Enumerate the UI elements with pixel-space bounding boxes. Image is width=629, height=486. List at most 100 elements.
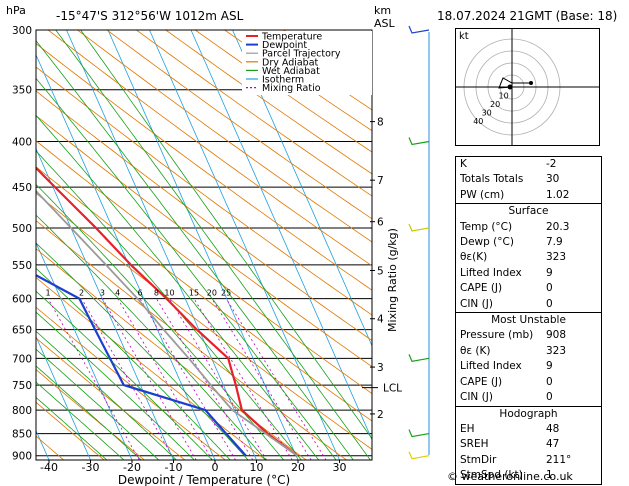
stat-value: 1 [546,469,553,482]
mixing-ratio-line [139,298,236,460]
wet-adiabat [36,396,108,460]
hodograph-ring-label: 40 [473,117,483,126]
legend-entry-label: Wet Adiabat [262,66,320,77]
pressure-unit-label: hPa [6,4,26,17]
wet-adiabat [36,183,285,460]
height-unit-label: km [374,4,391,17]
stat-value: 908 [546,329,567,342]
pressure-tick-label: 450 [12,182,32,194]
temperature-tick-label: 0 [212,461,219,474]
legend-entry-label: Isotherm [262,75,304,86]
legend-entry-label: Parcel Trajectory [262,49,341,60]
stat-value: 323 [546,251,567,264]
stat-label: CAPE (J) [460,375,503,388]
surface-section: Surface Temp (°C) 20.3 Dewp (°C) 7.9 θε(K) 32… [456,203,601,312]
height-unit-sub-label: ASL [374,17,396,30]
stat-value: 47 [546,438,560,451]
dry-adiabat [36,401,105,460]
mixing-ratio-label: 8 [154,289,159,298]
wet-adiabat [36,77,337,460]
stat-value: 323 [546,344,567,357]
isotherm [107,30,299,460]
mixing-ratio-line [193,298,293,460]
isotherm [0,30,8,460]
stat-row: CIN (J) 0 [456,390,601,405]
stat-label: CAPE (J) [460,282,503,295]
wet-adiabat [36,114,320,460]
km-tick-label: 3 [377,362,384,374]
pressure-tick-label: 350 [12,85,32,97]
dry-adiabat [36,66,372,316]
mixing-ratio-line [47,298,140,460]
pressure-tick-label: 900 [12,451,32,463]
mixing-ratio-line [225,298,327,460]
dry-adiabat [36,306,226,460]
mixing-ratio-label: 10 [164,289,174,298]
stat-value: 0 [546,375,553,388]
stat-value: 0 [546,282,553,295]
stat-value: 9 [546,360,553,373]
index-table: K -2 Totals Totals 30 PW (cm) 1.02 Surface … [455,156,602,485]
hodograph-section: Hodograph EH 48 SREH 47 StmDir 211° StmSpd (kt… [456,405,601,484]
pressure-tick-label: 300 [12,25,32,37]
km-tick-label: 8 [377,117,384,129]
mixing-ratio-line [169,298,267,460]
wet-adiabat [80,30,372,440]
mixing-ratio-line [117,298,213,460]
pressure-tick-label: 400 [12,136,32,148]
pressure-tick-label: 800 [12,405,32,417]
stat-row: StmDir 211° [456,453,601,468]
dry-adiabat [36,369,145,460]
x-axis-label: Dewpoint / Temperature (°C) [118,473,290,486]
isotherm [66,30,257,460]
km-tick-label: 4 [377,314,384,326]
mixing-ratio-line [211,298,312,460]
temperature-tick-label: -20 [123,461,141,474]
stat-row: Temp (°C) 20.3 [456,220,601,235]
pressure-tick-label: 500 [12,223,32,235]
dry-adiabat [36,90,372,342]
wet-adiabat [36,311,195,460]
stat-row: CAPE (J) 0 [456,281,601,296]
stat-row: EH 48 [456,422,601,437]
stat-label: CIN (J) [460,391,493,404]
mixing-ratio-label: 6 [137,289,142,298]
stat-row: SREH 47 [456,437,601,452]
hodograph-ring-label: 30 [482,109,492,118]
wet-adiabat [55,30,371,460]
isotherm [149,30,340,460]
stat-value: 9 [546,266,553,279]
stat-row: CIN (J) 0 [456,297,601,312]
lcl-label: LCL [383,383,402,395]
stat-row: Lifted Index 9 [456,359,601,374]
stat-label: Temp (°C) [460,220,513,233]
surface-title: Surface [508,205,549,218]
mixing-ratio-label: 2 [79,289,84,298]
dry-adiabat [36,140,372,395]
wind-barb [408,429,430,438]
wet-adiabat [36,348,160,460]
wind-barb [408,223,430,232]
mixing-ratio-label: 20 [207,289,217,298]
pressure-tick-label: 850 [12,429,32,441]
temperature-tick-label: -10 [165,461,183,474]
km-tick-label: 2 [377,409,384,421]
stat-value: 7.9 [546,236,563,249]
isotherm [36,147,174,460]
km-tick-label: 7 [377,175,384,187]
stat-label: Lifted Index [460,360,522,373]
temperature-tick-label: 20 [291,461,305,474]
dry-adiabat [36,220,347,460]
stat-row: Pressure (mb) 908 [456,328,601,343]
pressure-tick-label: 750 [12,380,32,392]
legend-entry-label: Dewpoint [262,40,307,51]
temperature-tick-label: 30 [333,461,347,474]
dry-adiabat [36,166,372,422]
dry-adiabat [36,43,372,291]
stat-row: θε (K) 323 [456,344,601,359]
stat-row: StmSpd (kt) 1 [456,468,601,483]
pressure-tick-label: 550 [12,260,32,272]
stat-label: SREH [460,438,489,451]
